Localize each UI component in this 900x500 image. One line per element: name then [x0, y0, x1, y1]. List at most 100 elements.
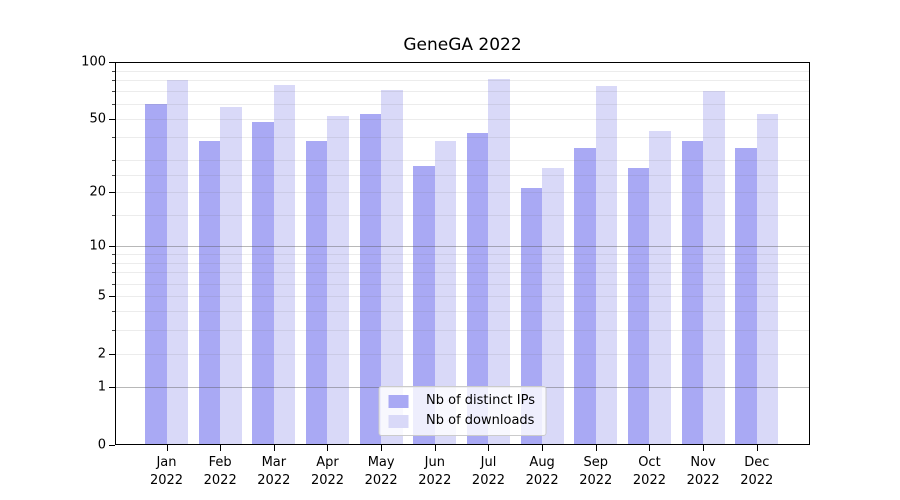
y-tick-mark — [109, 246, 115, 247]
y-minor-tick-mark — [112, 262, 115, 264]
y-tick-label: 10 — [89, 238, 106, 254]
x-tick-mark — [756, 445, 758, 451]
y-tick-label: 100 — [81, 54, 106, 70]
bar-distinct-ips-dec — [735, 147, 757, 445]
y-tick-mark — [109, 387, 115, 389]
x-tick-label-apr: Apr 2022 — [310, 455, 345, 488]
y-minor-tick-mark — [112, 91, 115, 93]
y-minor-tick-mark — [112, 253, 115, 255]
y-minor-tick-mark — [112, 329, 115, 331]
bar-distinct-ips-jul — [467, 132, 489, 445]
y-tick-mark — [109, 353, 115, 355]
bar-downloads-sep — [595, 85, 618, 445]
bar-downloads-jan — [166, 80, 188, 445]
x-tick-label-aug: Aug 2022 — [525, 455, 559, 488]
y-tick-mark — [109, 296, 115, 298]
bar-distinct-ips-jun — [413, 165, 435, 445]
gridline-minor — [115, 118, 810, 120]
bar-downloads-feb — [220, 106, 242, 445]
legend-item-downloads: Nb of downloads — [388, 414, 535, 428]
gridline-minor — [115, 353, 810, 355]
bar-downloads-nov — [703, 91, 725, 445]
gridline-minor — [115, 214, 810, 216]
x-tick-label-jul: Jul 2022 — [471, 455, 506, 488]
y-tick-label: 5 — [97, 288, 106, 304]
x-tick-label-sep: Sep 2022 — [579, 455, 613, 488]
gridline-minor — [115, 311, 810, 313]
x-tick-label-oct: Oct 2022 — [632, 455, 666, 488]
y-tick-label: 1 — [97, 379, 106, 395]
y-minor-tick-mark — [112, 160, 115, 162]
x-tick-label-jan: Jan 2022 — [149, 455, 184, 488]
legend-swatch-distinct-ips — [388, 394, 409, 408]
y-minor-tick-mark — [112, 70, 115, 72]
x-tick-label-nov: Nov 2022 — [686, 455, 720, 488]
y-minor-tick-mark — [112, 272, 115, 274]
x-axis: Jan 2022 Feb 2022 Mar 2022 Apr 2022 May 2022 Jun 20… — [115, 445, 810, 500]
y-tick-mark — [109, 192, 115, 194]
legend-item-distinct-ips: Nb of distinct IPs — [388, 394, 535, 408]
y-tick-mark — [109, 445, 115, 446]
x-tick-label-jun: Jun 2022 — [418, 455, 452, 488]
gridline-minor — [115, 283, 810, 285]
y-tick-label: 2 — [97, 346, 106, 362]
gridline-minor — [115, 174, 810, 176]
x-tick-mark — [542, 445, 544, 451]
y-tick-label: 20 — [89, 184, 106, 200]
x-tick-mark — [327, 445, 329, 451]
bar-distinct-ips-aug — [520, 188, 543, 445]
legend-label-distinct-ips: Nb of distinct IPs — [426, 393, 535, 408]
y-minor-tick-mark — [112, 283, 115, 285]
y-minor-tick-mark — [112, 311, 115, 313]
y-minor-tick-mark — [112, 214, 115, 216]
y-tick-label: 50 — [89, 111, 106, 127]
gridline-major — [115, 246, 810, 247]
y-minor-tick-mark — [112, 136, 115, 138]
y-tick-mark — [109, 118, 115, 120]
x-tick-mark — [166, 445, 168, 451]
gridline-minor — [115, 70, 810, 72]
gridline-minor — [115, 262, 810, 264]
x-tick-mark — [381, 445, 383, 451]
bar-distinct-ips-nov — [681, 140, 704, 445]
gridline-minor — [115, 296, 810, 298]
bar-distinct-ips-may — [359, 113, 382, 445]
y-minor-tick-mark — [112, 174, 115, 176]
bar-downloads-apr — [327, 115, 349, 445]
gridline-minor — [115, 136, 810, 138]
bar-distinct-ips-jan — [145, 103, 167, 445]
bar-downloads-mar — [273, 84, 296, 445]
plot-area: Nb of distinct IPs Nb of downloads — [115, 62, 810, 445]
bar-downloads-jun — [434, 140, 457, 445]
x-tick-label-mar: Mar 2022 — [257, 455, 291, 488]
x-tick-mark — [595, 445, 597, 451]
bar-distinct-ips-apr — [306, 140, 328, 445]
y-tick-mark — [109, 62, 115, 63]
gridline-minor — [115, 253, 810, 255]
y-axis: 0 1 2 5 10 20 50 100 — [0, 56, 115, 452]
x-tick-mark — [488, 445, 490, 451]
x-tick-mark — [220, 445, 222, 451]
legend: Nb of distinct IPs Nb of downloads — [378, 386, 547, 436]
y-tick-label: 0 — [97, 437, 106, 453]
bar-downloads-jul — [488, 79, 510, 445]
chart-title: GeneGA 2022 — [403, 35, 522, 55]
bar-downloads-dec — [756, 113, 779, 445]
gridline-minor — [115, 272, 810, 274]
bar-distinct-ips-feb — [198, 140, 221, 445]
bar-distinct-ips-sep — [574, 147, 596, 445]
x-tick-mark — [703, 445, 705, 451]
legend-label-downloads: Nb of downloads — [426, 413, 535, 428]
x-tick-mark — [649, 445, 651, 451]
y-minor-tick-mark — [112, 80, 115, 82]
gridline-minor — [115, 192, 810, 194]
gridline-minor — [115, 80, 810, 82]
gridline-minor — [115, 329, 810, 331]
bar-distinct-ips-oct — [628, 168, 650, 445]
bar-downloads-oct — [649, 130, 671, 445]
legend-swatch-downloads — [388, 414, 409, 428]
x-tick-mark — [434, 445, 436, 451]
x-tick-mark — [273, 445, 275, 451]
x-tick-label-dec: Dec 2022 — [740, 455, 774, 488]
